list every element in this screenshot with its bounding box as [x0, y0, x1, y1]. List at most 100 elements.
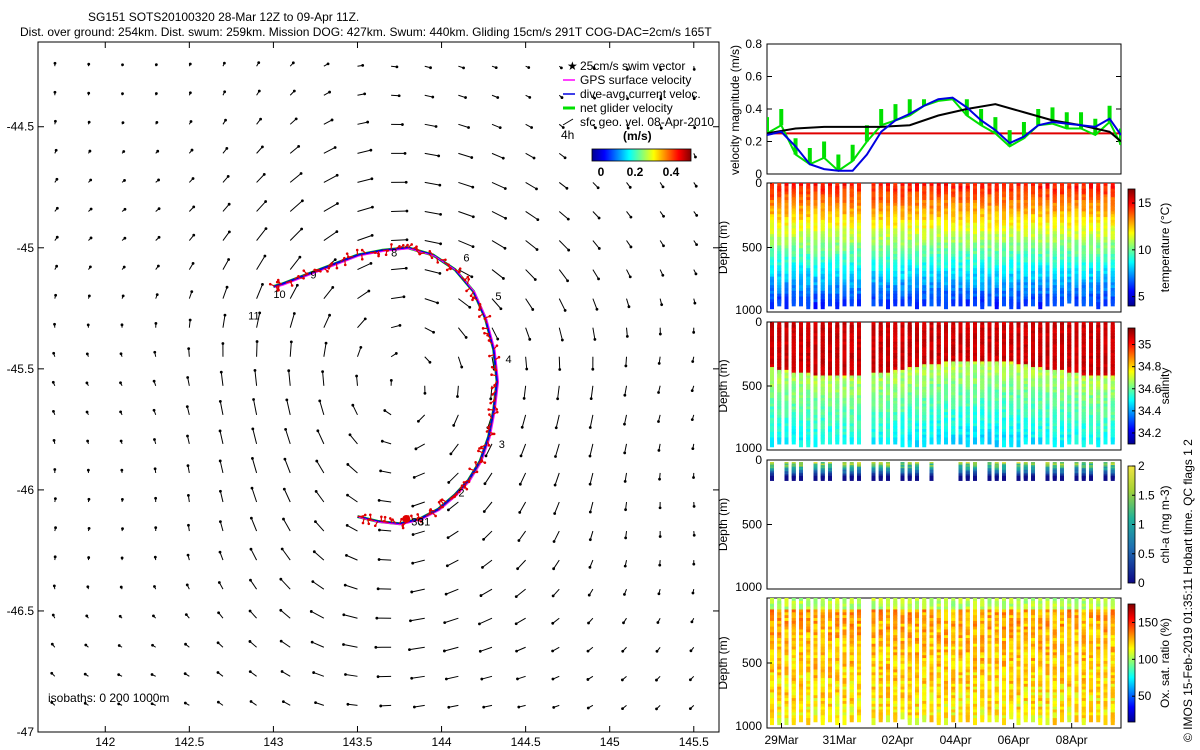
current-arrow	[491, 240, 506, 249]
swim-vector-head	[355, 248, 359, 252]
swim-vector-head	[290, 284, 294, 287]
current-arrow	[315, 521, 325, 532]
current-arrow-head	[494, 66, 498, 70]
current-arrow-head	[255, 340, 259, 343]
section-sample	[1045, 437, 1050, 445]
current-arrow	[515, 617, 526, 625]
swim-vector-head	[487, 426, 490, 429]
swim-vector-head	[478, 308, 481, 311]
swim-vector-head	[488, 354, 491, 358]
current-arrow-head	[121, 63, 124, 67]
current-arrow	[187, 377, 190, 386]
velocity-y-tick-label: 0.6	[745, 70, 762, 84]
current-arrow	[323, 119, 333, 125]
current-arrow-head	[694, 184, 698, 188]
current-arrow-head	[519, 454, 523, 458]
map-y-tick-label: -46.5	[7, 604, 35, 618]
current-arrow-head	[154, 496, 158, 500]
current-arrow-head	[359, 345, 363, 349]
current-arrow	[379, 499, 392, 503]
current-arrow	[289, 285, 298, 299]
current-arrow-head	[83, 701, 87, 705]
swim-vector-head	[436, 261, 440, 264]
current-arrow	[445, 588, 459, 595]
current-arrow-head	[264, 200, 268, 203]
current-arrow-head	[369, 261, 373, 265]
swim-vector-head	[373, 251, 377, 254]
legend-item: sfc geo. vel. 08-Apr-2010	[562, 115, 714, 129]
current-arrow-head	[346, 493, 349, 497]
current-arrow-head	[183, 701, 187, 705]
current-arrow	[379, 529, 392, 532]
current-arrow-head	[154, 526, 158, 530]
current-arrow	[414, 472, 425, 478]
current-arrow	[554, 501, 560, 514]
section-sample	[973, 299, 977, 307]
section-sample	[936, 437, 941, 445]
current-arrow-head	[186, 376, 190, 379]
current-arrow-head	[86, 439, 90, 443]
current-arrow-head	[283, 457, 287, 461]
current-arrow	[311, 611, 325, 619]
current-arrow-head	[412, 705, 416, 709]
current-arrow-head	[398, 323, 402, 327]
current-arrow-head	[438, 271, 442, 275]
swim-vector-head	[302, 269, 306, 272]
track-day-label: 30	[411, 516, 423, 528]
section-y-tick-label: 1000	[735, 303, 762, 317]
current-arrow-head	[504, 216, 507, 220]
current-arrow	[444, 646, 459, 652]
current-arrow-head	[85, 352, 89, 356]
current-arrow-head	[294, 117, 298, 121]
swim-vector-head	[297, 275, 300, 278]
section-sample	[1016, 440, 1021, 448]
current-arrow	[289, 200, 303, 212]
current-arrow-head	[348, 433, 352, 437]
map-y-axis: -44.5-45-45.5-46-46.5-47	[7, 120, 719, 739]
track-day-label: 11	[248, 311, 259, 323]
swim-vector-head	[492, 432, 496, 436]
current-arrow	[250, 548, 258, 561]
current-arrow-head	[119, 585, 123, 589]
section-sample	[835, 437, 840, 445]
current-arrow-head	[321, 370, 324, 374]
swim-vector-head	[495, 344, 499, 347]
current-arrow-head	[184, 642, 187, 646]
current-arrow-head	[623, 479, 627, 483]
map-x-tick-label: 145	[600, 735, 620, 749]
current-arrow	[491, 356, 495, 370]
current-arrow-head	[566, 279, 569, 283]
current-arrow-head	[688, 678, 692, 682]
swim-vector-head	[367, 522, 371, 526]
section-sample	[770, 302, 774, 310]
current-arrow-head	[121, 294, 125, 298]
current-arrow	[222, 287, 228, 299]
section-sample	[900, 299, 905, 307]
current-arrow	[346, 554, 358, 561]
current-arrow-head	[342, 613, 346, 617]
current-arrow	[626, 298, 630, 307]
current-arrow-head	[157, 178, 160, 182]
current-arrow	[319, 400, 325, 415]
current-arrow	[592, 298, 598, 310]
swim-vector-head	[441, 505, 444, 509]
current-arrow	[453, 414, 459, 426]
current-arrow	[249, 610, 257, 619]
current-arrow-head	[553, 483, 557, 487]
colorbar-tick-label: 10	[1138, 243, 1152, 257]
current-arrow-head	[628, 275, 632, 279]
current-arrow-head	[533, 278, 537, 281]
current-arrow-head	[188, 62, 192, 66]
current-arrow-head	[89, 207, 93, 211]
swim-vector-head	[419, 520, 423, 523]
current-arrow	[352, 404, 358, 416]
current-arrow-head	[623, 564, 627, 568]
current-arrow-head	[53, 90, 57, 94]
current-arrow	[424, 240, 441, 245]
current-arrow-head	[695, 243, 698, 247]
current-arrow	[458, 123, 469, 128]
current-arrow	[525, 181, 537, 190]
current-arrow-head	[655, 707, 658, 711]
current-arrow	[558, 269, 568, 282]
